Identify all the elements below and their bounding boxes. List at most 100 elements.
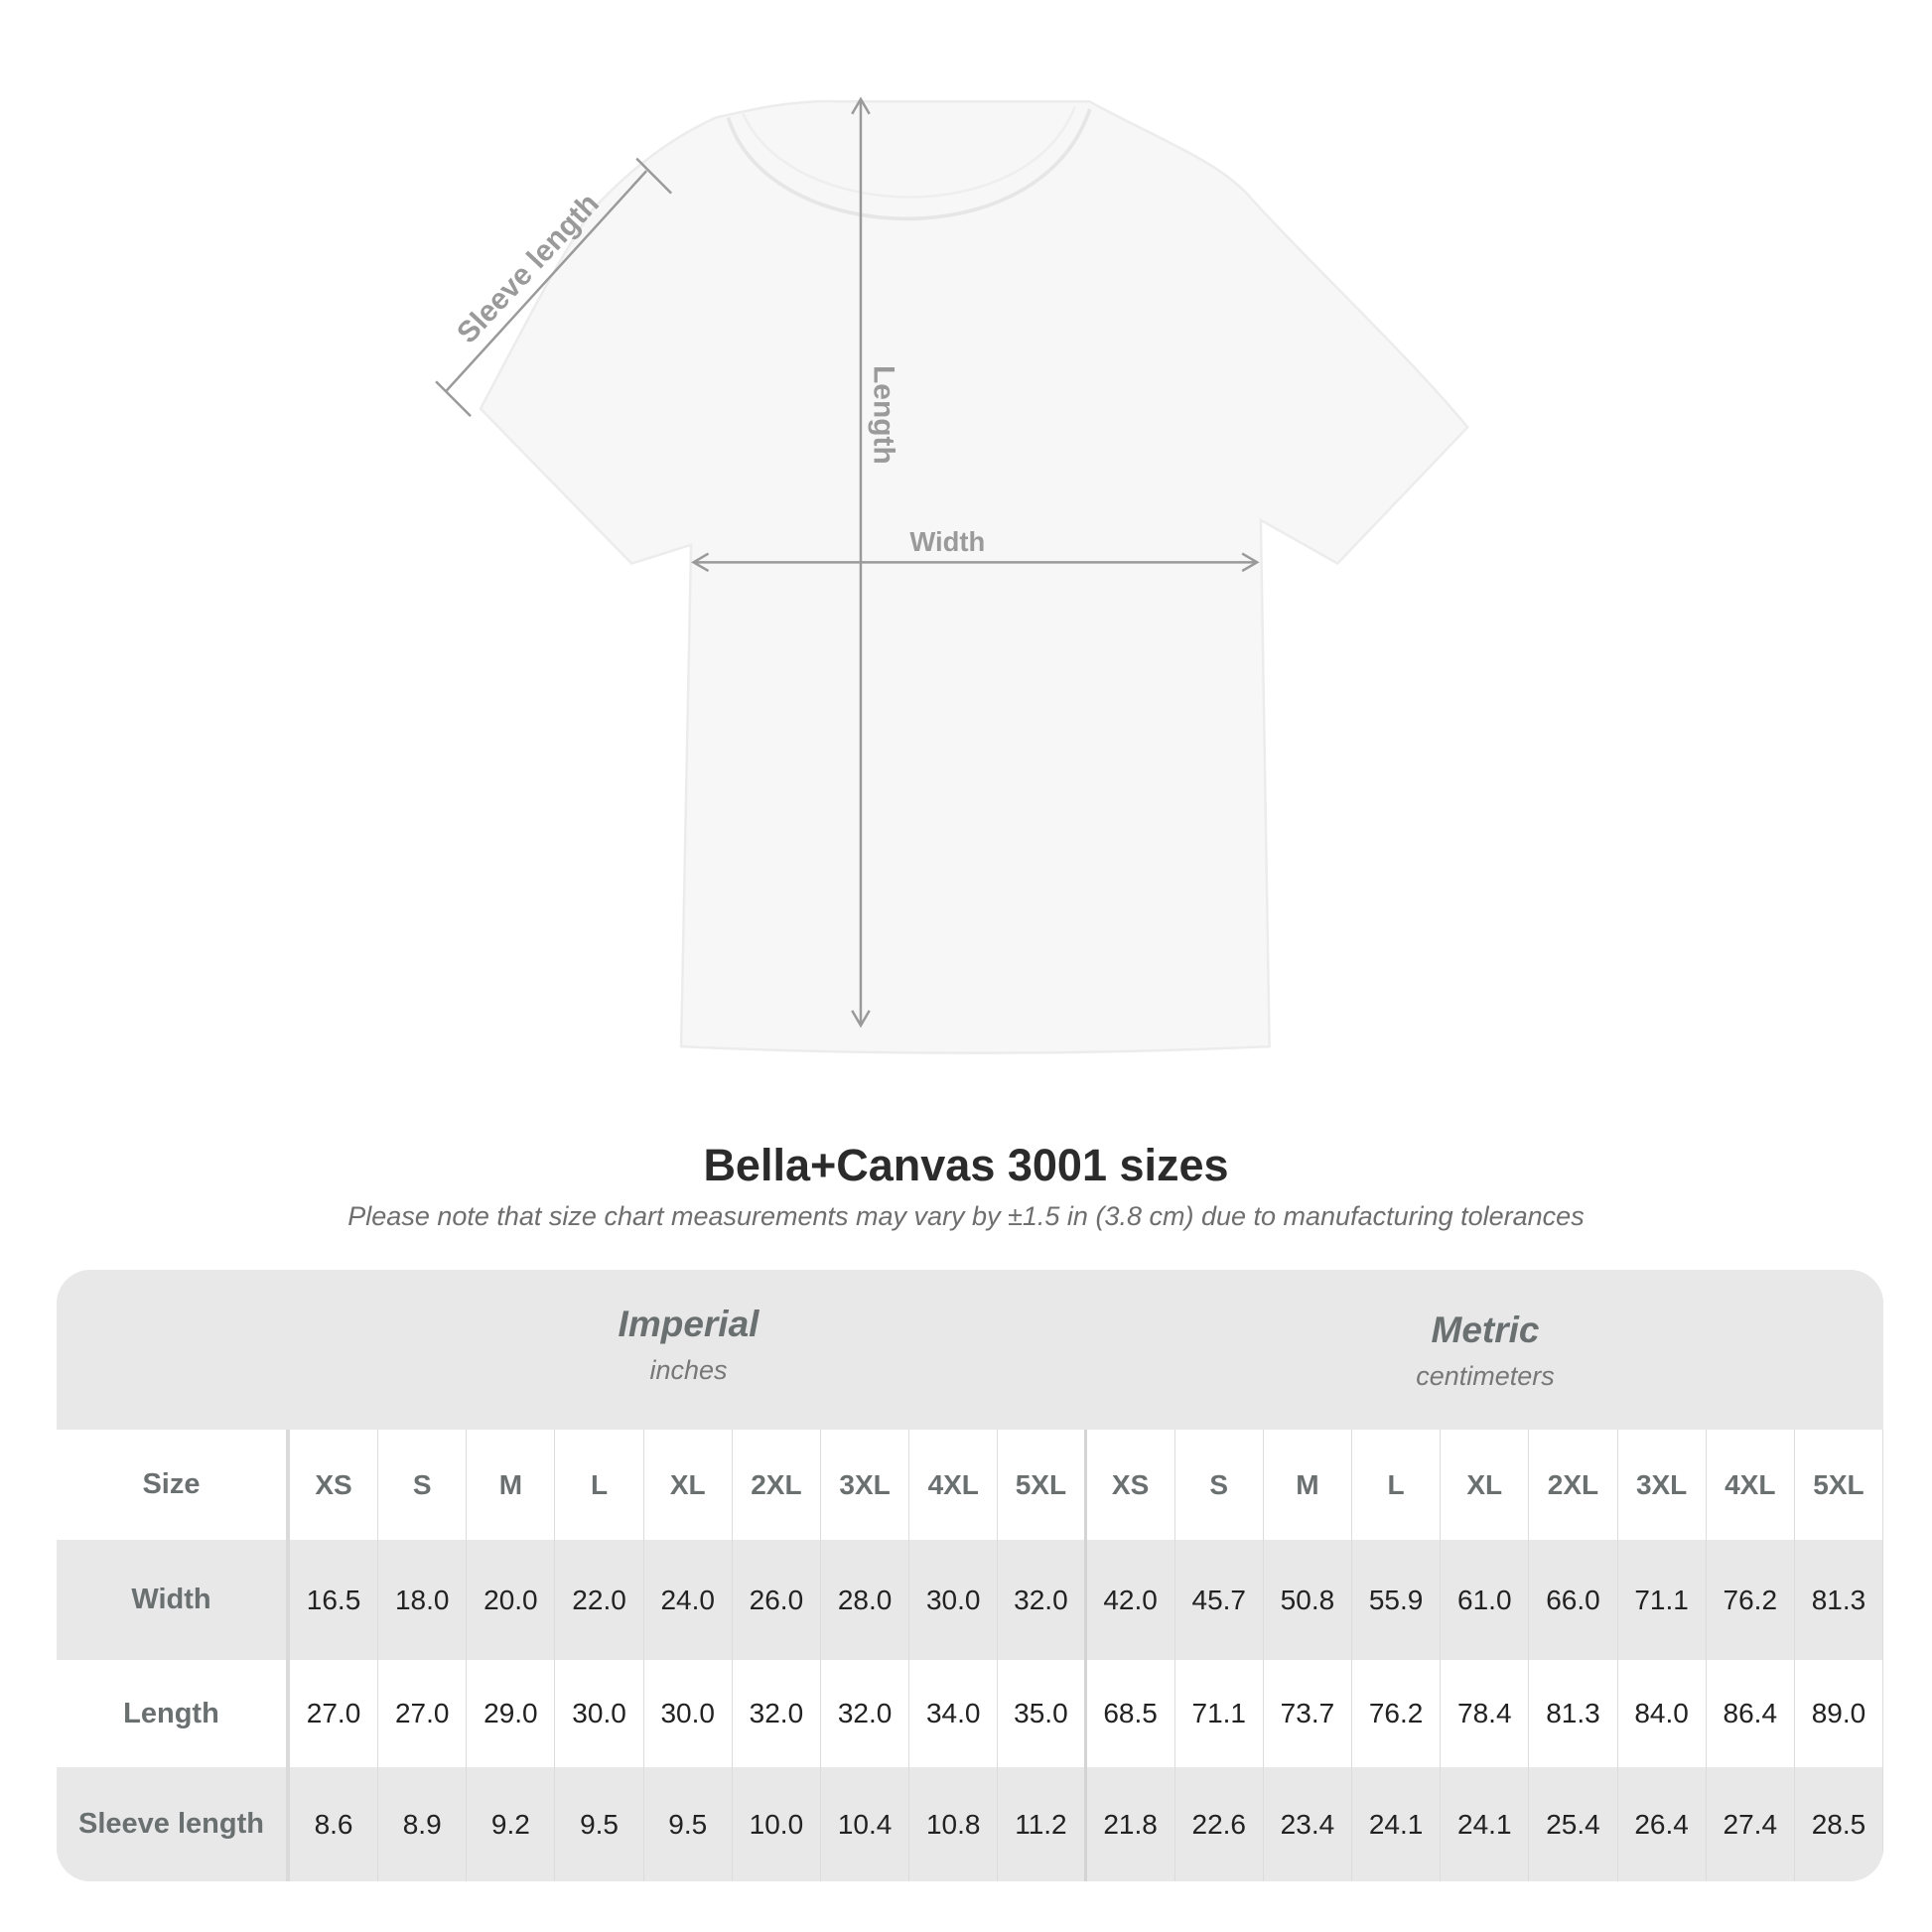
size-imperial-cell: XS [290, 1430, 379, 1540]
size-metric-cell: 2XL [1529, 1430, 1618, 1540]
size-metric-cell: M [1264, 1430, 1353, 1540]
size-imperial-cell: 2XL [733, 1430, 821, 1540]
size-metric-cell: 3XL [1618, 1430, 1707, 1540]
size-metric-cell: 4XL [1707, 1430, 1795, 1540]
size-imperial-cell: 4XL [909, 1430, 999, 1540]
size-imperial-cell: L [555, 1430, 644, 1540]
imperial-value-cell: 29.0 [467, 1660, 556, 1767]
imperial-value-cell: 9.2 [467, 1767, 556, 1881]
imperial-value-cell: 32.0 [821, 1660, 910, 1767]
tshirt-image [479, 99, 1469, 1054]
imperial-value-cell: 30.0 [909, 1540, 999, 1660]
metric-value-cell: 45.7 [1175, 1540, 1264, 1660]
size-metric-cell: 5XL [1795, 1430, 1883, 1540]
metric-value-cell: 50.8 [1264, 1540, 1353, 1660]
metric-value-cell: 61.0 [1441, 1540, 1530, 1660]
width-arrow-head-left [691, 552, 710, 573]
size-imperial-cell: 3XL [821, 1430, 910, 1540]
size-header-row: Size XS S M L XL 2XL 3XL 4XL 5XL XS S M L XL 2XL 3XL 4XL 5… [57, 1430, 1883, 1540]
metric-value-cell: 25.4 [1529, 1767, 1618, 1881]
metric-value-cell: 28.5 [1795, 1767, 1883, 1881]
imperial-label: Imperial [618, 1304, 759, 1344]
size-label: Size [57, 1430, 290, 1540]
size-table: Imperial inches Metric centimeters Size X… [57, 1270, 1883, 1881]
metric-value-cell: 68.5 [1087, 1660, 1175, 1767]
size-metric-cell: XL [1441, 1430, 1530, 1540]
metric-value-cell: 22.6 [1175, 1767, 1264, 1881]
metric-header: Metric centimeters [1087, 1270, 1883, 1430]
size-imperial-cell: S [378, 1430, 468, 1540]
imperial-value-cell: 11.2 [998, 1767, 1087, 1881]
imperial-value-cell: 22.0 [555, 1540, 644, 1660]
imperial-value-cell: 32.0 [733, 1660, 821, 1767]
page-title: Bella+Canvas 3001 sizes [703, 1140, 1229, 1190]
imperial-value-cell: 34.0 [909, 1660, 999, 1767]
imperial-value-cell: 35.0 [998, 1660, 1087, 1767]
imperial-unit: inches [649, 1355, 728, 1385]
length-label: Length [868, 365, 900, 465]
size-metric-cell: S [1175, 1430, 1264, 1540]
metric-value-cell: 84.0 [1618, 1660, 1707, 1767]
imperial-value-cell: 9.5 [555, 1767, 644, 1881]
size-imperial-cell: XL [644, 1430, 733, 1540]
sleeve-arrow-tick-end [635, 157, 672, 195]
imperial-value-cell: 32.0 [998, 1540, 1087, 1660]
metric-value-cell: 55.9 [1352, 1540, 1442, 1660]
imperial-header: Imperial inches [290, 1270, 1087, 1430]
metric-value-cell: 81.3 [1795, 1540, 1883, 1660]
imperial-value-cell: 24.0 [644, 1540, 733, 1660]
imperial-value-cell: 27.0 [290, 1660, 379, 1767]
row-label: Length [57, 1660, 290, 1767]
metric-value-cell: 24.1 [1352, 1767, 1442, 1881]
imperial-value-cell: 8.6 [290, 1767, 379, 1881]
collar [726, 108, 1092, 221]
size-metric-cell: XS [1087, 1430, 1175, 1540]
width-arrow-head-right [1241, 552, 1260, 573]
size-imperial-cell: M [467, 1430, 556, 1540]
metric-value-cell: 71.1 [1175, 1660, 1264, 1767]
row-label: Sleeve length [57, 1767, 290, 1881]
row-label: Width [57, 1540, 290, 1660]
metric-value-cell: 66.0 [1529, 1540, 1618, 1660]
metric-value-cell: 71.1 [1618, 1540, 1707, 1660]
length-arrow-head-bottom [851, 1010, 871, 1029]
table-row: Width 16.5 18.0 20.0 22.0 24.0 26.0 28.0 30.0 32.… [57, 1540, 1883, 1660]
imperial-value-cell: 26.0 [733, 1540, 821, 1660]
metric-value-cell: 27.4 [1707, 1767, 1795, 1881]
table-row: Sleeve length 8.6 8.9 9.2 9.5 9.5 10.0 10.4 10.8… [57, 1767, 1883, 1881]
metric-value-cell: 81.3 [1529, 1660, 1618, 1767]
sleeve-arrow [445, 170, 648, 393]
collar-inner [742, 105, 1076, 199]
metric-value-cell: 24.1 [1441, 1767, 1530, 1881]
size-imperial-cell: 5XL [998, 1430, 1087, 1540]
imperial-value-cell: 18.0 [378, 1540, 468, 1660]
metric-value-cell: 42.0 [1087, 1540, 1175, 1660]
size-metric-cell: L [1352, 1430, 1442, 1540]
metric-unit: centimeters [1416, 1361, 1555, 1391]
imperial-value-cell: 10.0 [733, 1767, 821, 1881]
imperial-value-cell: 20.0 [467, 1540, 556, 1660]
length-arrow-head-top [851, 96, 871, 115]
metric-value-cell: 23.4 [1264, 1767, 1353, 1881]
imperial-value-cell: 16.5 [290, 1540, 379, 1660]
table-row: Length 27.0 27.0 29.0 30.0 30.0 32.0 32.0 34.0 35… [57, 1660, 1883, 1767]
imperial-value-cell: 27.0 [378, 1660, 468, 1767]
metric-value-cell: 86.4 [1707, 1660, 1795, 1767]
imperial-value-cell: 28.0 [821, 1540, 910, 1660]
metric-value-cell: 73.7 [1264, 1660, 1353, 1767]
sleeve-arrow-tick-start [435, 380, 472, 418]
imperial-value-cell: 9.5 [644, 1767, 733, 1881]
metric-value-cell: 76.2 [1707, 1540, 1795, 1660]
metric-value-cell: 21.8 [1087, 1767, 1175, 1881]
imperial-value-cell: 30.0 [644, 1660, 733, 1767]
width-label: Width [909, 526, 985, 557]
metric-value-cell: 26.4 [1618, 1767, 1707, 1881]
imperial-value-cell: 10.4 [821, 1767, 910, 1881]
metric-value-cell: 76.2 [1352, 1660, 1442, 1767]
metric-value-cell: 89.0 [1795, 1660, 1883, 1767]
metric-value-cell: 78.4 [1441, 1660, 1530, 1767]
imperial-value-cell: 10.8 [909, 1767, 999, 1881]
tolerance-note: Please note that size chart measurements… [347, 1201, 1585, 1231]
imperial-value-cell: 8.9 [378, 1767, 468, 1881]
